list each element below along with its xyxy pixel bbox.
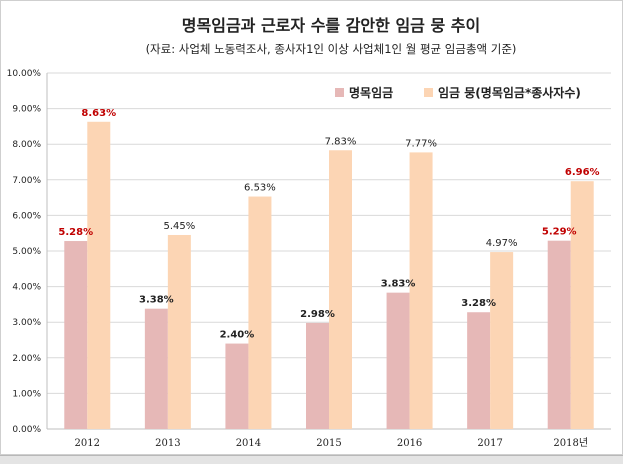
y-axis-ticks: 0.00% 1.00% 2.00% 3.00% 4.00% 5.00% 6.00% 7.00%… [7,69,42,435]
x-category-label: 2018년 [553,437,588,449]
chart-title: 명목임금과 근로자 수를 감안한 임금 뭉 추이 [182,16,480,35]
sheet-tab-bar [0,455,623,464]
bar-series1 [306,322,329,429]
bar-series2 [409,152,433,429]
bar-series1 [225,343,249,429]
bars [64,121,594,429]
legend-swatch-series1 [335,88,344,97]
legend-label-series2: 임금 뭉(명목임금*종사자수) [438,85,581,100]
bar-series1 [467,312,491,429]
y-tick-label: 5.00% [12,247,41,257]
y-tick-label: 8.00% [12,140,41,150]
bar-series2 [490,252,514,429]
x-category-label: 2016 [397,438,422,449]
bar-chart: 명목임금과 근로자 수를 감안한 임금 뭉 추이 (자료: 사업체 노동력조사,… [7,16,611,449]
data-label: 8.63% [81,108,116,119]
bar-series1 [64,241,88,429]
x-category-label: 2017 [477,438,502,449]
y-tick-label: 0.00% [12,425,41,435]
bar-series2 [570,181,594,429]
data-label: 6.53% [244,183,276,194]
x-axis-categories: 2012 2013 2014 2015 2016 2017 2018년 [75,437,588,449]
legend-label-series1: 명목임금 [349,86,393,100]
y-tick-label: 6.00% [12,211,41,221]
bar-series1 [386,292,410,429]
y-tick-label: 4.00% [12,283,41,293]
data-label: 5.29% [542,227,577,238]
y-tick-label: 1.00% [12,389,41,399]
data-label: 6.96% [565,167,600,178]
y-tick-label: 10.00% [7,69,42,79]
y-tick-label: 9.00% [12,105,41,115]
bar-series1 [547,240,571,429]
bar-series2 [167,234,191,429]
y-tick-label: 7.00% [12,176,41,186]
y-tick-label: 2.00% [12,354,41,364]
x-category-label: 2014 [236,438,261,449]
data-label: 2.98% [300,309,335,320]
legend-swatch-series2 [424,88,433,97]
data-label: 5.45% [163,221,195,232]
x-category-label: 2013 [155,438,180,449]
chart-subtitle: (자료: 사업체 노동력조사, 종사자1인 이상 사업체1인 월 평균 임금총액… [146,42,517,56]
bar-series2 [248,196,272,429]
bar-series2 [87,121,111,429]
bar-series2 [329,150,352,429]
y-tick-label: 3.00% [12,318,41,328]
x-category-label: 2015 [316,438,341,449]
x-category-label: 2012 [75,438,100,449]
data-label: 3.28% [461,298,496,309]
data-label: 3.38% [139,295,174,306]
data-labels: 5.28% 8.63% 3.38% 5.45% 2.40% 6.53% 2.98% 7.83%… [58,108,599,341]
data-label: 7.77% [405,138,437,149]
bar-series1 [144,308,168,429]
data-label: 4.97% [486,238,518,249]
legend: 명목임금 임금 뭉(명목임금*종사자수) [335,85,581,100]
data-label: 2.40% [220,330,255,341]
data-label: 3.83% [381,279,416,290]
data-label: 5.28% [58,227,93,238]
data-label: 7.83% [325,136,357,147]
